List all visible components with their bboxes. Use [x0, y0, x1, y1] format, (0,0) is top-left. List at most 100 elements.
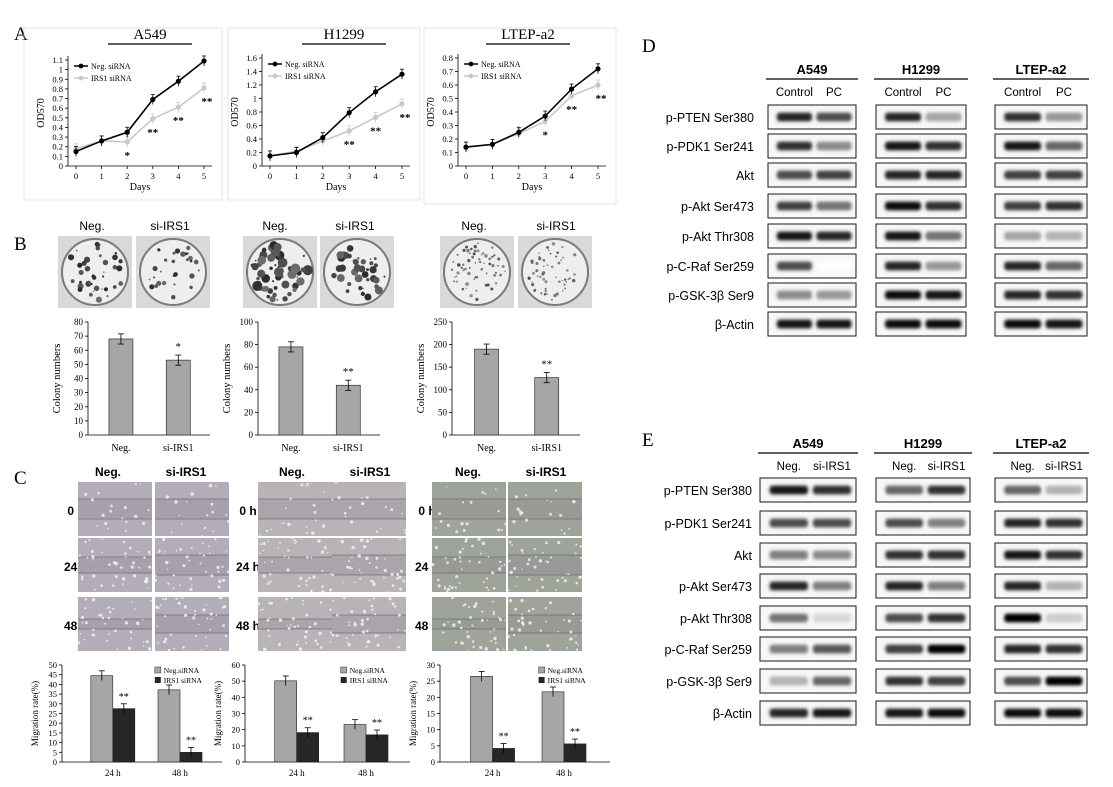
y-tick-label: 80: [74, 317, 84, 327]
cell: [351, 633, 354, 636]
cell: [448, 585, 451, 588]
cell: [520, 548, 524, 552]
colony: [277, 257, 288, 268]
y-axis-label: Migration rate(%): [213, 681, 223, 746]
cell: [365, 629, 369, 633]
protein-band: [1004, 231, 1041, 241]
cell: [538, 559, 543, 563]
cell: [318, 631, 322, 636]
cell: [144, 579, 149, 584]
cell: [297, 584, 301, 588]
cell: [510, 627, 514, 631]
cell: [575, 635, 577, 637]
cell: [284, 507, 287, 510]
y-tick-label: 0.4: [52, 122, 63, 132]
cell: [167, 582, 170, 585]
y-tick-label: 0.6: [246, 121, 257, 131]
colony: [161, 280, 167, 286]
cell: [401, 512, 403, 515]
neg-sirna-bar: [157, 689, 181, 763]
cell: [464, 540, 468, 543]
y-tick-label: 60: [74, 345, 84, 355]
irs1-sirna-point: [346, 128, 352, 134]
y-tick-label: 50: [232, 676, 241, 686]
significance-marker: **: [370, 125, 382, 137]
protein-band: [1045, 201, 1083, 211]
culture-dish: [61, 238, 129, 306]
cell: [147, 550, 151, 554]
cell-line-header: H1299: [904, 436, 942, 451]
colony: [67, 254, 75, 261]
cell: [317, 539, 321, 543]
cell: [153, 578, 157, 582]
colony: [471, 255, 475, 259]
protein-band: [1004, 170, 1041, 180]
cell: [520, 599, 524, 603]
wound-photo: [508, 538, 582, 592]
cell: [210, 618, 213, 620]
cell: [577, 643, 579, 646]
cell: [504, 522, 508, 526]
y-tick-label: 25: [427, 676, 436, 686]
significance-marker: **: [344, 139, 356, 151]
y-tick-label: 50: [49, 660, 58, 670]
irs1-sirna-point: [150, 116, 156, 122]
legend-irs-label: IRS1 siRNA: [285, 72, 326, 81]
colony: [492, 255, 494, 258]
cell: [335, 634, 339, 638]
cell: [391, 602, 395, 606]
y-tick-label: 0.5: [52, 113, 63, 123]
x-tick-label: 24 h: [289, 768, 305, 778]
protein-band: [885, 518, 923, 528]
cell: [214, 538, 217, 541]
chart-title: LTEP-a2: [501, 27, 555, 43]
colony: [186, 245, 191, 251]
cell: [361, 630, 366, 634]
cell: [164, 560, 169, 565]
cell: [86, 556, 89, 559]
wound-photo: [78, 597, 152, 651]
cell: [262, 574, 266, 578]
neg-photo-label: Neg.: [262, 219, 287, 233]
cell: [175, 597, 178, 600]
significance-marker: **: [303, 716, 313, 727]
cell: [404, 528, 407, 531]
cell: [293, 625, 296, 629]
cell: [94, 634, 96, 637]
cell: [225, 513, 228, 516]
colony: [373, 257, 377, 261]
protein-band: [927, 485, 966, 495]
neg-sirna-point: [569, 86, 575, 92]
cell: [361, 501, 365, 506]
colony: [456, 271, 460, 275]
y-tick-label: 0.3: [52, 132, 63, 142]
cell: [484, 492, 487, 495]
cell: [536, 589, 539, 592]
cell: [113, 629, 117, 633]
y-tick-label: 0: [53, 757, 57, 767]
cell: [343, 511, 347, 515]
cell: [208, 545, 210, 548]
colony: [77, 262, 83, 268]
protein-band: [927, 581, 966, 591]
y-tick-label: 30: [232, 709, 241, 719]
colony: [357, 257, 360, 260]
cell: [283, 555, 286, 558]
cell: [181, 522, 184, 525]
cell: [358, 569, 361, 572]
cell: [301, 599, 304, 602]
colony: [159, 270, 162, 273]
cell: [162, 598, 165, 601]
cell: [493, 628, 496, 631]
significance-marker: **: [596, 93, 608, 105]
irs1-sirna-point: [542, 118, 548, 125]
cell: [331, 633, 335, 637]
protein-band: [812, 581, 852, 591]
cell: [516, 507, 520, 511]
colony: [568, 277, 572, 280]
cell: [569, 630, 573, 634]
y-tick-label: 0.4: [442, 107, 453, 117]
neg-sirna-point: [73, 148, 79, 155]
protein-band: [769, 708, 808, 718]
protein-band: [885, 231, 921, 241]
